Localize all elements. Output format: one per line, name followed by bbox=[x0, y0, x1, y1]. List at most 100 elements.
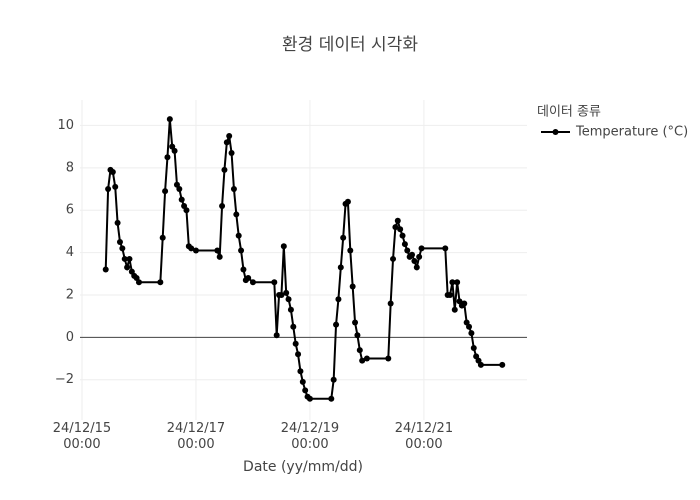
marker bbox=[273, 332, 280, 339]
marker bbox=[451, 306, 458, 313]
y-tick-label: −2 bbox=[55, 372, 74, 387]
marker bbox=[347, 247, 354, 254]
x-tick-label: 24/12/15 00:00 bbox=[52, 421, 112, 452]
marker bbox=[216, 253, 223, 260]
marker bbox=[214, 247, 221, 254]
marker bbox=[416, 253, 423, 260]
marker bbox=[278, 291, 285, 298]
marker bbox=[340, 234, 347, 241]
marker bbox=[299, 378, 306, 385]
marker bbox=[297, 368, 304, 375]
marker bbox=[449, 279, 456, 286]
marker bbox=[302, 387, 309, 394]
marker bbox=[399, 232, 406, 239]
marker bbox=[499, 361, 506, 368]
marker bbox=[344, 198, 351, 205]
marker bbox=[245, 275, 252, 282]
marker bbox=[271, 279, 278, 286]
marker bbox=[124, 264, 131, 271]
marker bbox=[176, 186, 183, 193]
marker bbox=[468, 330, 475, 337]
marker bbox=[166, 116, 173, 123]
marker bbox=[404, 247, 411, 254]
marker bbox=[352, 319, 359, 326]
marker bbox=[119, 245, 126, 252]
marker bbox=[411, 258, 418, 265]
marker bbox=[461, 300, 468, 307]
marker bbox=[221, 166, 228, 173]
marker bbox=[162, 188, 169, 195]
marker bbox=[126, 255, 133, 262]
x-tick-label: 24/12/17 00:00 bbox=[166, 421, 226, 452]
line bbox=[104, 118, 503, 400]
marker bbox=[223, 139, 230, 146]
x-axis-label: Date (yy/mm/dd) bbox=[243, 459, 363, 475]
marker bbox=[447, 291, 454, 298]
legend-label: Temperature (°C) bbox=[575, 125, 688, 140]
marker bbox=[306, 395, 313, 402]
marker bbox=[330, 376, 337, 383]
marker bbox=[233, 211, 240, 218]
marker bbox=[171, 147, 178, 154]
marker bbox=[394, 217, 401, 224]
marker bbox=[356, 347, 363, 354]
marker bbox=[392, 224, 399, 231]
marker bbox=[354, 332, 361, 339]
marker bbox=[387, 300, 394, 307]
marker bbox=[226, 133, 233, 140]
marker bbox=[333, 321, 340, 328]
marker bbox=[114, 219, 121, 226]
marker bbox=[230, 186, 237, 193]
marker bbox=[283, 289, 290, 296]
marker bbox=[116, 238, 123, 245]
marker bbox=[240, 266, 247, 273]
y-tick-label: 8 bbox=[66, 160, 74, 175]
marker bbox=[188, 245, 195, 252]
legend-title: 데이터 종류 bbox=[537, 105, 601, 120]
y-tick-label: 4 bbox=[66, 245, 74, 260]
marker bbox=[454, 279, 461, 286]
marker bbox=[249, 279, 256, 286]
marker bbox=[401, 241, 408, 248]
marker bbox=[363, 355, 370, 362]
marker bbox=[349, 283, 356, 290]
marker bbox=[219, 202, 226, 209]
marker bbox=[292, 340, 299, 347]
marker bbox=[290, 323, 297, 330]
marker bbox=[228, 149, 235, 156]
marker bbox=[390, 255, 397, 262]
marker bbox=[157, 279, 164, 286]
marker bbox=[337, 264, 344, 271]
marker bbox=[385, 355, 392, 362]
marker bbox=[121, 255, 128, 262]
y-tick-label: 0 bbox=[66, 330, 74, 345]
marker bbox=[470, 344, 477, 351]
marker bbox=[287, 306, 294, 313]
marker bbox=[409, 251, 416, 258]
x-tick-label: 24/12/19 00:00 bbox=[280, 421, 340, 452]
marker bbox=[413, 264, 420, 271]
legend-marker bbox=[552, 129, 559, 135]
marker bbox=[164, 154, 171, 161]
marker bbox=[442, 245, 449, 252]
marker bbox=[105, 186, 112, 193]
x-tick-label: 24/12/21 00:00 bbox=[394, 421, 454, 452]
marker bbox=[238, 247, 245, 254]
y-tick-label: 6 bbox=[66, 203, 74, 218]
marker bbox=[280, 243, 287, 250]
chart-title: 환경 데이터 시각화 bbox=[282, 35, 418, 55]
marker bbox=[135, 279, 142, 286]
marker bbox=[112, 183, 119, 190]
marker bbox=[335, 296, 342, 303]
marker bbox=[178, 196, 185, 203]
marker bbox=[359, 357, 366, 364]
marker bbox=[295, 351, 302, 358]
marker bbox=[397, 226, 404, 233]
y-tick-label: 10 bbox=[57, 118, 74, 133]
marker bbox=[328, 395, 335, 402]
marker bbox=[477, 361, 484, 368]
marker bbox=[192, 247, 199, 254]
marker bbox=[466, 323, 473, 330]
